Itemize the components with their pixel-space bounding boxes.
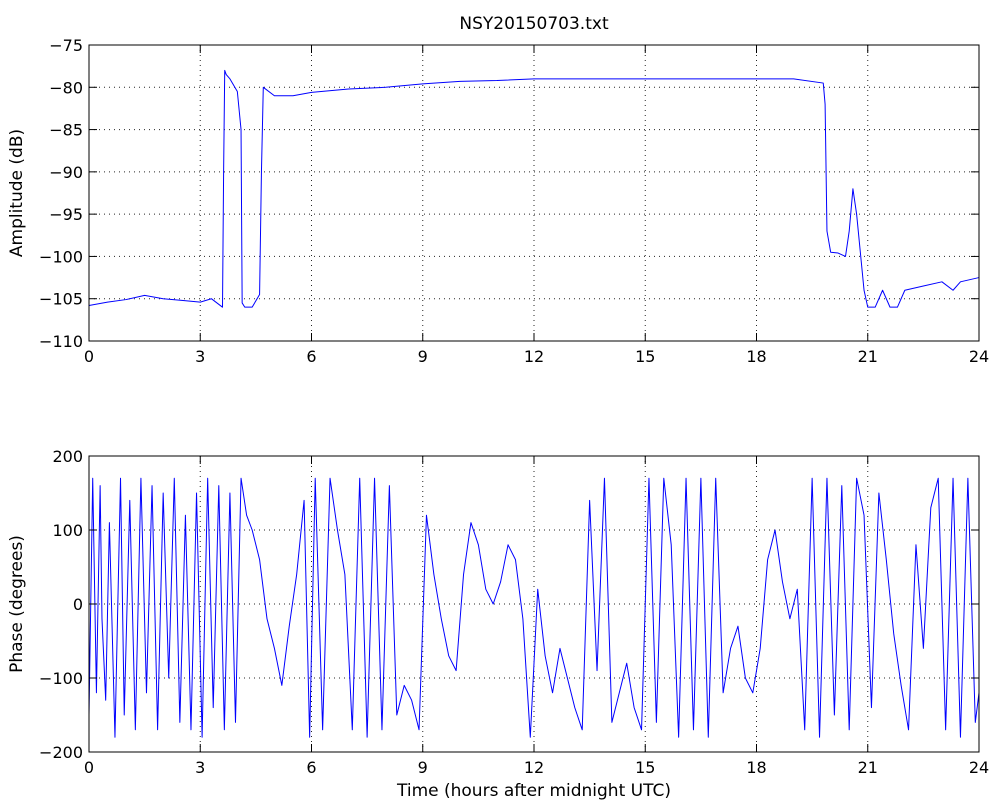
x-tick-label: 24	[969, 758, 989, 777]
x-tick-label: 12	[524, 347, 544, 366]
x-tick-label: 9	[418, 758, 428, 777]
y-tick-label: −75	[49, 36, 83, 55]
x-tick-label: 12	[524, 758, 544, 777]
y-tick-label: −80	[49, 78, 83, 97]
y-tick-label: −90	[49, 163, 83, 182]
x-tick-label: 18	[746, 347, 766, 366]
y-tick-label: −105	[39, 290, 83, 309]
x-tick-label: 6	[306, 758, 316, 777]
subplot-1: 0 3 6 9 12 15 18 21 24 −75 −80 −85 −90 −95 −100 −105 −11…	[7, 14, 989, 366]
y-tick-label: −85	[49, 121, 83, 140]
y-tick-label: 100	[52, 521, 83, 540]
x-tick-label: 21	[858, 347, 878, 366]
y-axis-label: Amplitude (dB)	[7, 129, 27, 257]
chart-title: NSY20150703.txt	[459, 14, 609, 34]
x-tick-label: 15	[635, 347, 655, 366]
x-tick-label: 21	[858, 758, 878, 777]
series-line-2-1	[88, 477, 980, 738]
y-tick-label: −200	[39, 743, 83, 762]
y-tick-label: 200	[52, 447, 83, 466]
y-tick-label: −95	[49, 205, 83, 224]
x-tick-label: 18	[746, 758, 766, 777]
x-tick-label: 3	[195, 347, 205, 366]
x-tick-label: 24	[969, 347, 989, 366]
y-tick-label: 0	[73, 595, 83, 614]
y-axis-label: Phase (degrees)	[7, 535, 27, 673]
x-tick-label: 9	[418, 347, 428, 366]
x-tick-label: 15	[635, 758, 655, 777]
y-tick-label: −110	[39, 332, 83, 351]
subplot-2: 0 3 6 9 12 15 18 21 24 200 100 0 −100 −200 Phase (degr…	[7, 447, 989, 801]
x-tick-label: 6	[306, 347, 316, 366]
x-axis-label: Time (hours after midnight UTC)	[396, 781, 671, 801]
series-line-1-1	[88, 69, 980, 308]
x-tick-label: 3	[195, 758, 205, 777]
y-tick-label: −100	[39, 669, 83, 688]
x-tick-label: 0	[84, 758, 94, 777]
y-tick-label: −100	[39, 247, 83, 266]
x-tick-label: 0	[84, 347, 94, 366]
